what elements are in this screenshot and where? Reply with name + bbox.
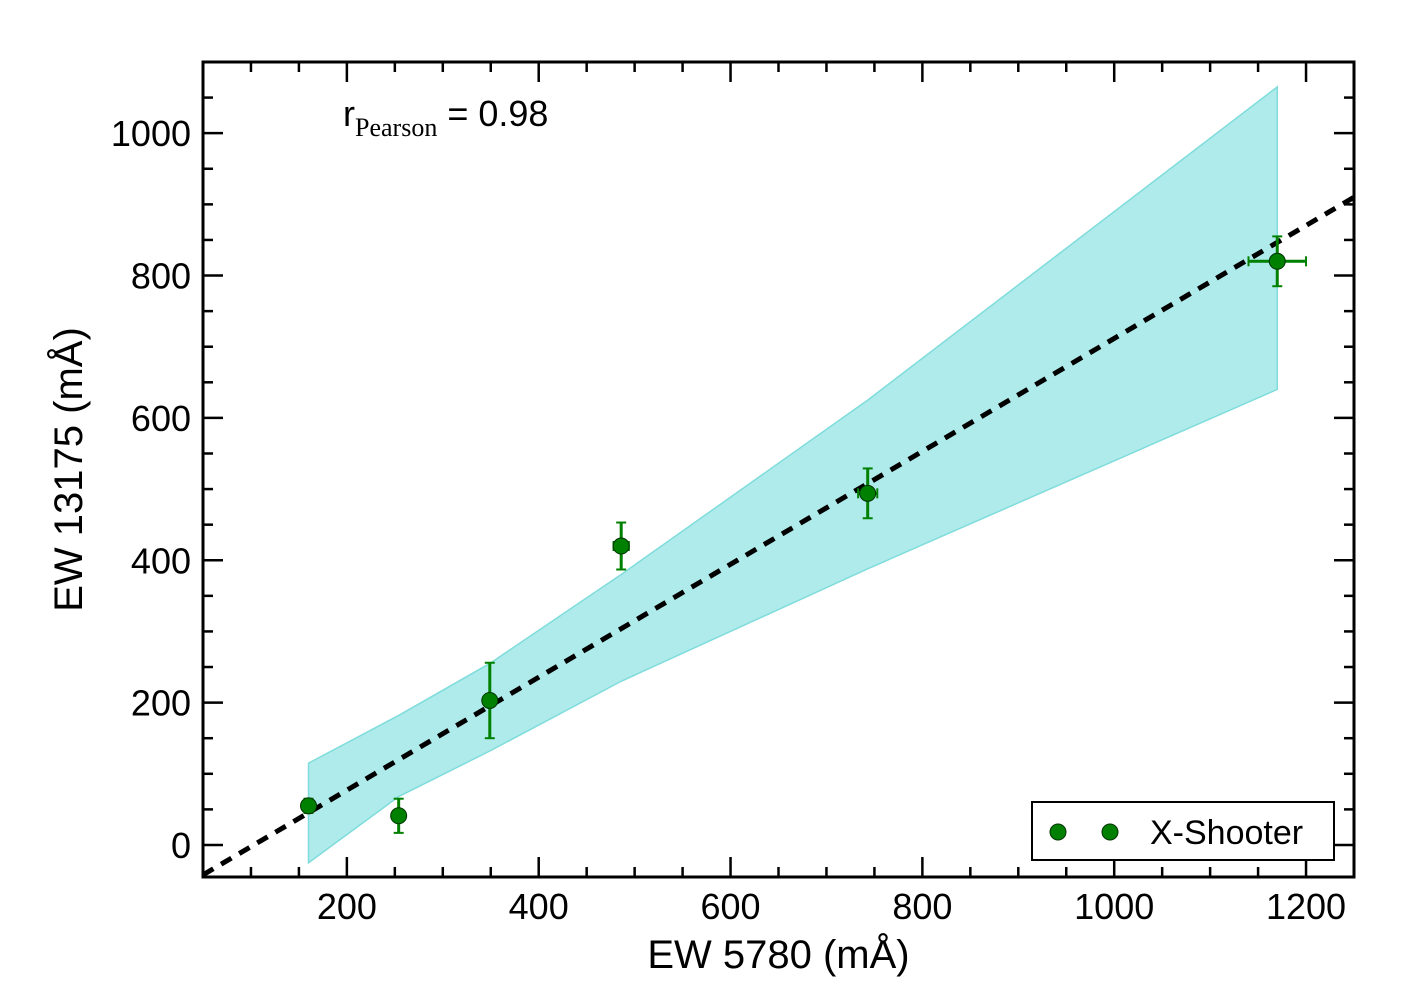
legend: X-Shooter — [1031, 801, 1335, 861]
pearson-subscript: Pearson — [355, 113, 437, 142]
data-point-group — [390, 797, 408, 834]
labels-layer: 200 400 600 800 1000 1200 0 200 400 600 800 1000 — [111, 113, 1346, 927]
axes-layer — [201, 60, 1356, 879]
x-tick-label: 200 — [317, 886, 377, 927]
y-tick-label: 400 — [131, 540, 191, 581]
y-tick-label: 800 — [131, 256, 191, 297]
data-point-group — [857, 467, 879, 520]
data-point-group — [481, 661, 499, 740]
fit-line-layer — [203, 195, 1354, 877]
x-tick-label: 1000 — [1074, 886, 1154, 927]
pearson-annotation: rPearson = 0.98 — [343, 93, 548, 142]
pearson-value: = 0.98 — [437, 93, 548, 134]
data-point — [612, 537, 630, 555]
y-tick-label: 1000 — [111, 113, 191, 154]
data-point-group — [1247, 235, 1308, 288]
x-axis-label: EW 5780 (mÅ) — [647, 932, 909, 977]
legend-box — [1031, 801, 1335, 861]
pearson-r: r — [343, 93, 355, 134]
x-tick-label: 600 — [701, 886, 761, 927]
fit-line — [203, 195, 1354, 877]
y-tick-label: 200 — [131, 683, 191, 724]
legend-marker — [1101, 823, 1119, 841]
y-tick-label: 0 — [171, 825, 191, 866]
data-point — [859, 484, 877, 502]
x-tick-label: 800 — [892, 886, 952, 927]
data-point — [390, 807, 408, 825]
data-point-group — [300, 797, 318, 815]
confidence-band — [307, 85, 1279, 865]
legend-label: X-Shooter — [1150, 814, 1303, 852]
data-point — [300, 797, 318, 815]
data-point — [1268, 252, 1286, 270]
data-points-layer — [300, 235, 1308, 834]
y-tick-label: 600 — [131, 398, 191, 439]
data-point-group — [612, 521, 630, 571]
y-axis-label: EW 13175 (mÅ) — [46, 327, 91, 612]
confidence-band-layer — [307, 85, 1279, 865]
x-tick-label: 400 — [509, 886, 569, 927]
legend-marker — [1049, 823, 1067, 841]
data-point — [481, 691, 499, 709]
x-tick-label: 1200 — [1266, 886, 1346, 927]
